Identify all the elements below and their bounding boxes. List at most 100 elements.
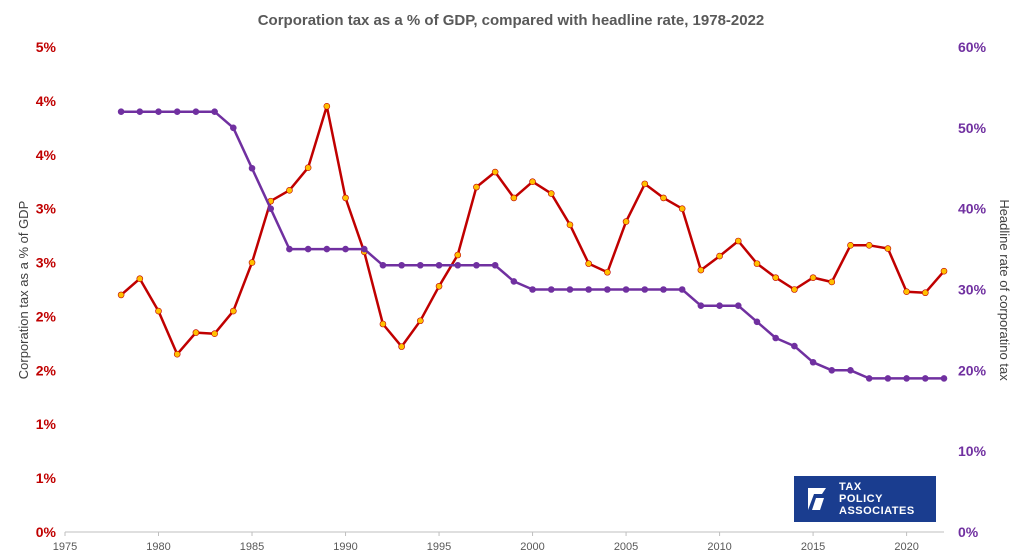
series-1-point [734,237,742,245]
series-1-point [491,168,499,176]
left-tick-label: 1% [36,416,57,432]
x-tick-label: 1980 [146,541,170,553]
logo-text-line1: TAX [839,481,862,493]
logo-text-line3: ASSOCIATES [839,505,915,517]
series-2-point [435,261,443,269]
left-axis-ticks: 0% 1% 1% 2% 2% 3% 3% 4% 4% 5% [36,39,57,540]
series-1-line [120,105,945,356]
series-2-point [398,261,405,269]
series-2-point [903,375,910,382]
series-2-point [323,245,331,253]
series-2-point [491,261,499,269]
series-1-point [473,183,480,191]
right-axis-ticks: 0% 10% 20% 30% 40% 50% 60% [958,39,987,540]
series-1-point [940,267,948,275]
series-2-point [417,261,424,269]
series-1-point [417,317,424,325]
series-1-point [772,274,779,281]
series-2-point [828,367,836,374]
series-1-point [753,260,761,267]
series-1-point [435,282,443,290]
series-2-point [267,205,275,212]
series-1-point [323,102,331,110]
series-1-point [884,245,892,252]
series-2-point [566,286,574,293]
left-tick-label: 5% [36,39,57,55]
series-2-point [716,302,723,309]
series-1-point [529,178,536,186]
series-2-point [921,375,929,382]
series-1-point [716,252,723,260]
series-2-point [454,261,462,269]
right-tick-label: 30% [958,282,987,298]
series-1-point [230,307,237,315]
x-tick-label: 2005 [614,541,638,553]
x-tick-label: 2015 [801,541,825,553]
x-tick-label: 1995 [427,541,451,553]
left-tick-label: 3% [36,255,57,271]
left-axis-title: Corporation tax as a % of GDP [16,201,31,379]
right-tick-label: 60% [958,39,987,55]
series-2-point [678,286,686,293]
series-2-point [865,375,873,382]
series-2-point [230,124,237,132]
series-2-point [547,286,555,293]
right-tick-label: 20% [958,362,987,378]
series-2-point [660,286,667,293]
series-1-point [865,242,873,249]
series-1-point [921,289,929,297]
logo-text-line2: POLICY [839,493,883,505]
series-2-point [173,108,181,115]
series-2-point [884,375,892,382]
series-1-point [641,180,649,188]
series-2-point [379,261,387,269]
series-1-point [697,266,705,274]
series-1-point [173,350,181,358]
left-tick-label: 4% [36,93,57,109]
series-2-point [809,358,817,366]
logo-mark-icon [804,484,830,514]
series-1-point [342,194,349,202]
series-2-point [940,375,948,382]
series-1-point [622,218,630,225]
series-2-point [473,261,480,269]
series-2-point [734,302,742,309]
right-tick-label: 40% [958,201,987,217]
x-axis-ticks: 1975 1980 1985 1990 1995 2000 2005 2010 2015 2020 [53,532,919,553]
series-2-point [772,334,779,342]
series-1-point [398,343,405,350]
series-1-point [547,190,555,197]
series-2-point [117,108,125,115]
left-tick-label: 0% [36,524,57,540]
series-2-point [342,245,349,253]
series-2-point [286,245,293,253]
series-2-point [604,286,611,293]
series-1-point [379,320,387,328]
series-1-point [304,164,312,172]
series-1-point [248,259,256,266]
series-2-point [192,108,200,115]
series-1-point [903,288,910,295]
series-1-point [454,251,462,259]
series-1-point [117,291,125,299]
series-1-point [678,205,686,212]
series-1-point [585,260,592,267]
series-2-line [121,110,944,380]
series-2-point [847,367,854,374]
series-2-point [641,286,649,293]
left-tick-label: 3% [36,201,57,217]
series-1-point [155,307,162,315]
series-1-point [809,274,817,281]
series-2-point [360,245,368,253]
series-2-point [585,286,592,293]
right-tick-label: 50% [958,120,987,136]
series-1-point [211,330,218,337]
series-layer [117,102,948,382]
x-tick-label: 1975 [53,541,77,553]
series-2-point [622,286,630,293]
right-axis-title: Headline rate of corporatino tax [997,199,1012,381]
left-tick-label: 1% [36,470,57,486]
series-1-point [828,278,836,286]
right-tick-label: 0% [958,524,979,540]
